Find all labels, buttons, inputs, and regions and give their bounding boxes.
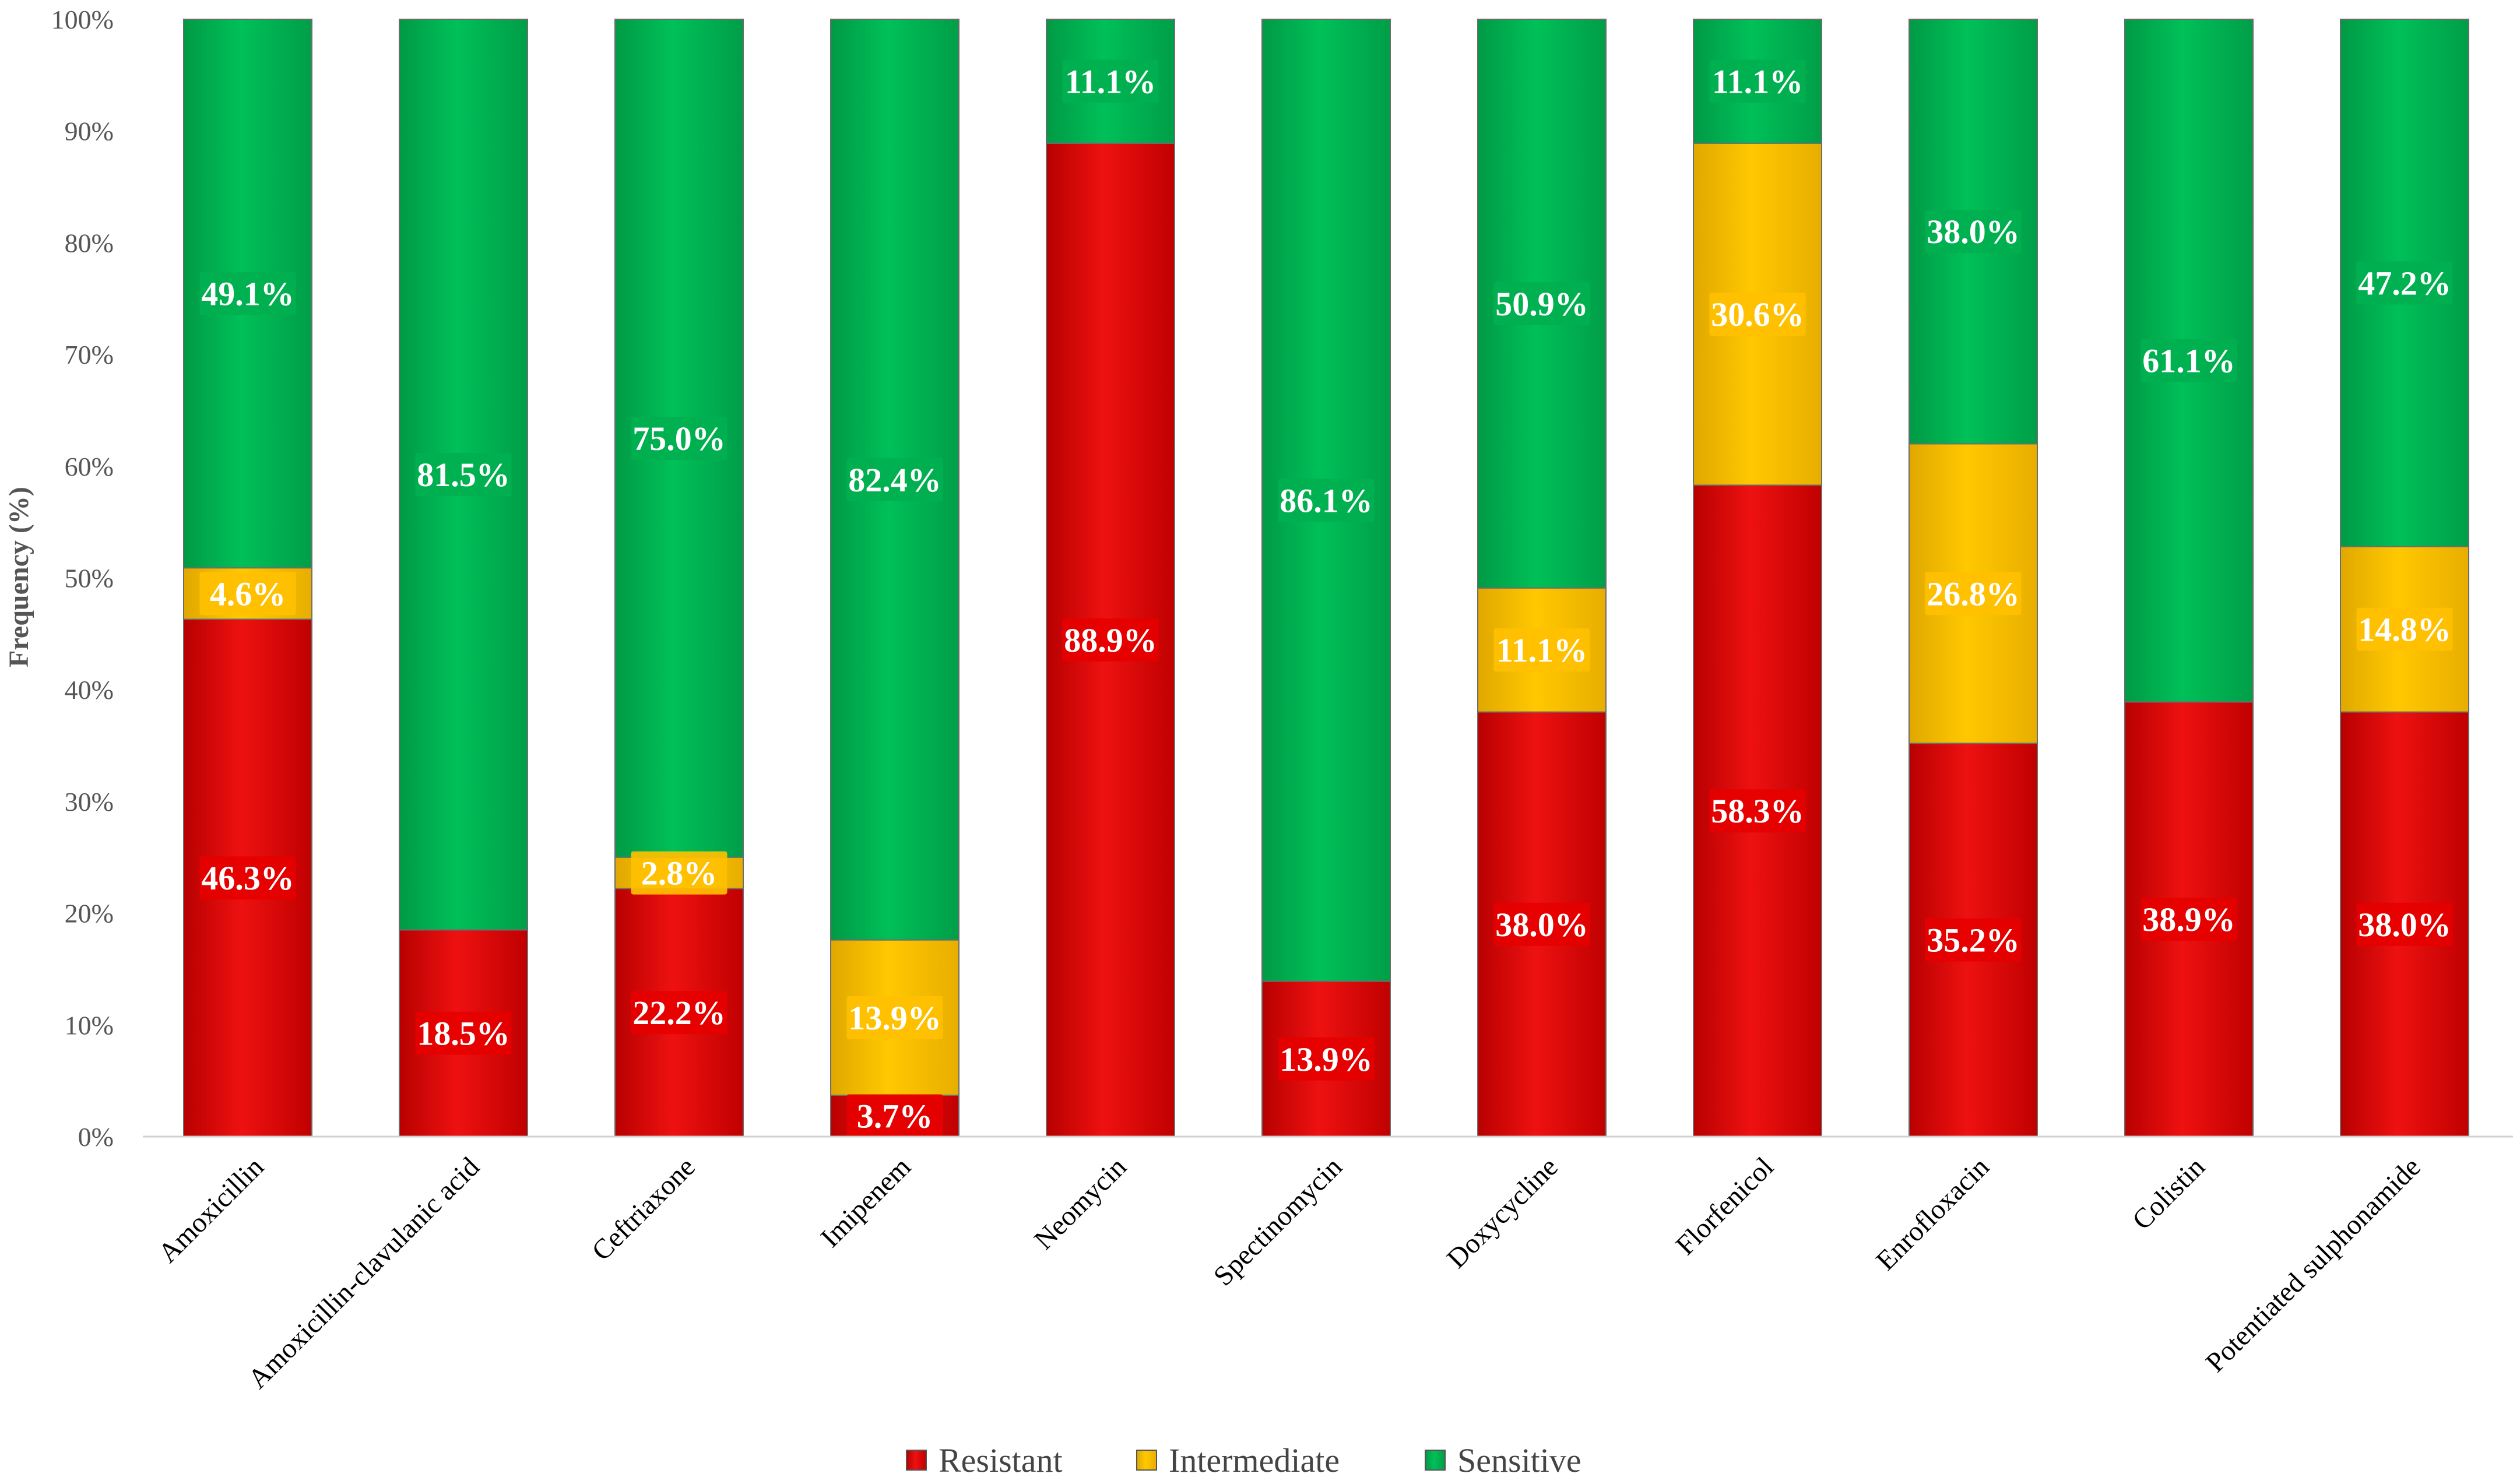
legend-label: Resistant bbox=[939, 1441, 1063, 1479]
y-tick-label: 90% bbox=[65, 117, 114, 146]
data-label: 4.6% bbox=[210, 575, 286, 613]
data-label-background bbox=[1493, 282, 1590, 325]
x-category-label: Amoxicillin bbox=[152, 1151, 270, 1269]
data-label-background bbox=[2141, 898, 2237, 941]
x-category-label: Enrofloxacin bbox=[1870, 1151, 1995, 1276]
data-label: 11.1% bbox=[1496, 631, 1587, 669]
data-label: 47.2% bbox=[2358, 264, 2451, 302]
x-category-label: Neomycin bbox=[1028, 1151, 1133, 1256]
data-label: 86.1% bbox=[1280, 481, 1373, 519]
data-label-background bbox=[1493, 902, 1590, 946]
y-tick-label: 100% bbox=[51, 5, 114, 34]
data-label: 58.3% bbox=[1711, 792, 1804, 830]
data-label: 81.5% bbox=[417, 456, 510, 494]
data-label: 14.8% bbox=[2358, 611, 2451, 649]
data-label: 2.8% bbox=[641, 854, 718, 892]
legend-swatch bbox=[1136, 1450, 1157, 1471]
x-category-label: Spectinomycin bbox=[1208, 1151, 1348, 1292]
data-label-background bbox=[1709, 789, 1806, 833]
data-label-background bbox=[199, 572, 296, 616]
legend-item-intermediate: Intermediate bbox=[1136, 1441, 1340, 1479]
y-tick-label: 80% bbox=[65, 228, 114, 258]
data-label-background bbox=[1925, 572, 2022, 616]
data-label: 22.2% bbox=[632, 994, 726, 1032]
data-label-background bbox=[846, 1094, 943, 1138]
data-label-background bbox=[415, 1011, 512, 1055]
legend-label: Intermediate bbox=[1169, 1441, 1340, 1479]
legend-swatch bbox=[1425, 1450, 1446, 1471]
data-label: 35.2% bbox=[1927, 922, 2020, 959]
data-label-background bbox=[1062, 618, 1159, 662]
data-label-background bbox=[631, 416, 727, 460]
data-label-background bbox=[1709, 59, 1806, 103]
data-label-background bbox=[1925, 210, 2022, 254]
data-label: 13.9% bbox=[848, 999, 941, 1037]
data-label-background bbox=[1925, 918, 2022, 962]
data-label-background bbox=[2356, 261, 2453, 305]
data-label: 11.1% bbox=[1065, 62, 1156, 100]
data-label: 49.1% bbox=[201, 275, 294, 313]
data-label: 38.0% bbox=[1495, 906, 1588, 944]
data-label: 38.0% bbox=[1927, 213, 2020, 251]
data-label: 38.0% bbox=[2358, 906, 2451, 944]
data-label-background bbox=[2356, 902, 2453, 946]
data-label-background bbox=[846, 996, 943, 1039]
data-label-background bbox=[631, 991, 727, 1035]
legend: Resistant Intermediate Sensitive bbox=[906, 1441, 1581, 1479]
y-tick-label: 20% bbox=[65, 899, 114, 929]
data-label-background bbox=[631, 851, 727, 895]
x-category-label: Potentiated sulphonamide bbox=[2200, 1151, 2427, 1378]
x-category-label: Colistin bbox=[2127, 1151, 2211, 1236]
data-label-background bbox=[2356, 607, 2453, 651]
x-category-label: Florfenicol bbox=[1670, 1151, 1779, 1261]
data-label: 88.9% bbox=[1064, 621, 1157, 659]
data-label: 75.0% bbox=[632, 420, 726, 458]
legend-item-resistant: Resistant bbox=[906, 1441, 1063, 1479]
x-category-label: Doxycycline bbox=[1441, 1151, 1564, 1274]
y-tick-label: 60% bbox=[65, 452, 114, 481]
x-category-label: Amoxicillin-clavulanic acid bbox=[242, 1151, 485, 1394]
data-label: 46.3% bbox=[201, 859, 294, 897]
data-labels: 46.3% 4.6% 49.1% 18.5% 81.5% 22.2% 2.8% 75.0% 3.… bbox=[199, 59, 2453, 1138]
data-label-background bbox=[1493, 628, 1590, 672]
data-label-background bbox=[846, 458, 943, 501]
data-label-background bbox=[1709, 293, 1806, 336]
data-label-background bbox=[415, 453, 512, 497]
y-tick-label: 10% bbox=[65, 1010, 114, 1040]
data-label-background bbox=[199, 272, 296, 315]
data-label: 11.1% bbox=[1712, 62, 1803, 100]
data-label: 18.5% bbox=[417, 1015, 510, 1053]
data-label: 38.9% bbox=[2142, 901, 2236, 938]
x-category-label: Ceftriaxone bbox=[586, 1151, 701, 1267]
x-category-label: Imipenem bbox=[815, 1151, 917, 1253]
data-label-background bbox=[2141, 339, 2237, 382]
data-label-background bbox=[199, 856, 296, 900]
data-label: 82.4% bbox=[848, 461, 941, 499]
data-label-background bbox=[1278, 479, 1375, 522]
y-axis: 0% 10% 20% 30% 40% 50% 60% 70% 80% 90% 100% bbox=[51, 5, 114, 1152]
data-label-background bbox=[1278, 1037, 1375, 1081]
legend-label: Sensitive bbox=[1457, 1441, 1581, 1479]
data-label: 26.8% bbox=[1927, 575, 2020, 613]
y-tick-label: 0% bbox=[78, 1122, 114, 1152]
data-label: 13.9% bbox=[1280, 1040, 1373, 1078]
data-label: 50.9% bbox=[1495, 285, 1588, 323]
bars bbox=[183, 19, 2469, 1138]
legend-item-sensitive: Sensitive bbox=[1425, 1441, 1581, 1479]
y-tick-label: 70% bbox=[65, 340, 114, 370]
data-label-background bbox=[1062, 59, 1159, 103]
y-axis-title: Frequency (%) bbox=[3, 487, 34, 667]
y-tick-label: 50% bbox=[65, 564, 114, 593]
data-label: 30.6% bbox=[1711, 296, 1804, 333]
data-label: 3.7% bbox=[857, 1098, 933, 1135]
legend-swatch bbox=[906, 1450, 927, 1471]
y-tick-label: 30% bbox=[65, 787, 114, 817]
y-tick-label: 40% bbox=[65, 675, 114, 705]
data-label: 61.1% bbox=[2142, 342, 2236, 380]
